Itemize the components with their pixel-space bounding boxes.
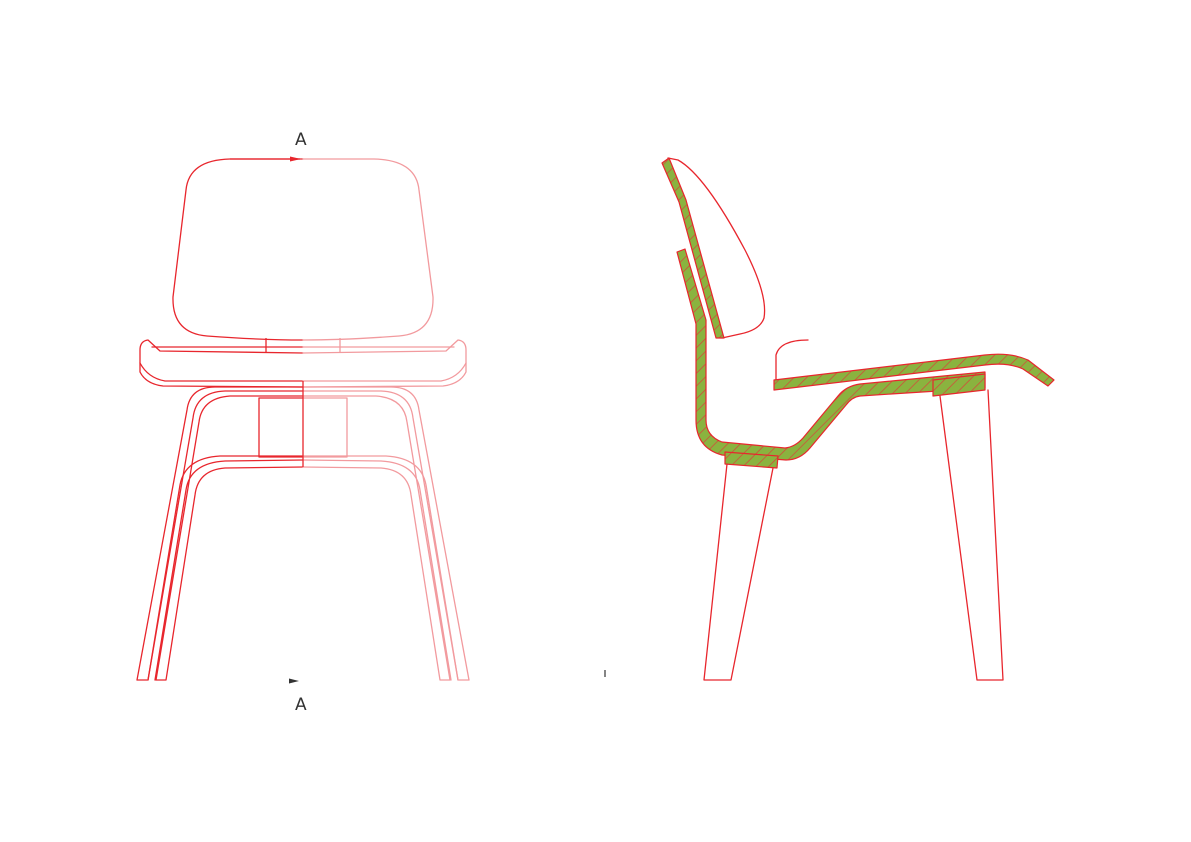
backrest-left-half xyxy=(172,158,304,341)
seat-right-half xyxy=(302,339,467,388)
leg-frame-left-inner xyxy=(147,395,304,681)
back-support-section-hatched xyxy=(676,248,986,461)
front-elevation-view: A A xyxy=(136,130,470,715)
center-block-left xyxy=(258,397,304,458)
seat-section-hatched xyxy=(773,353,1055,391)
seat-left-edge xyxy=(139,346,304,382)
section-arrow-bottom-icon xyxy=(289,678,299,684)
rear-leg-side xyxy=(939,389,1004,681)
seat-right-edge xyxy=(302,346,467,382)
center-block-right xyxy=(302,397,348,458)
seat-front-outline xyxy=(775,339,809,389)
leg-frame-right-mid xyxy=(302,390,459,681)
front-leg-joint-hatched xyxy=(724,451,779,469)
backrest-right-half xyxy=(302,158,434,341)
section-label-top: A xyxy=(295,130,307,150)
seat-left-half xyxy=(139,339,304,388)
rear-leg-joint-hatched xyxy=(932,373,986,397)
section-label-bottom: A xyxy=(295,695,307,715)
leg-frame-right-inner xyxy=(302,395,459,681)
backrest-side-outline xyxy=(667,157,766,339)
front-leg-side xyxy=(703,463,774,681)
leg-frame-left-mid xyxy=(147,390,304,681)
leg-frame-right-outer xyxy=(302,386,470,681)
section-a-a-view xyxy=(661,157,1055,681)
leg-frame-left-outer xyxy=(136,386,304,681)
backrest-section-hatched xyxy=(661,157,725,339)
